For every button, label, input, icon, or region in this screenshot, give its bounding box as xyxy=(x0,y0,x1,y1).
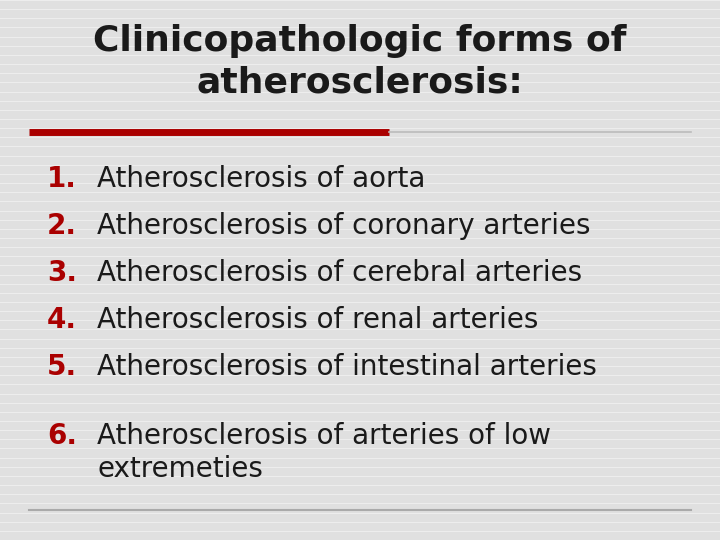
Text: Atherosclerosis of renal arteries: Atherosclerosis of renal arteries xyxy=(97,306,539,334)
Text: Atherosclerosis of cerebral arteries: Atherosclerosis of cerebral arteries xyxy=(97,259,582,287)
Text: 4.: 4. xyxy=(47,306,77,334)
Text: Clinicopathologic forms of
atherosclerosis:: Clinicopathologic forms of atheroscleros… xyxy=(94,24,626,99)
Text: Atherosclerosis of coronary arteries: Atherosclerosis of coronary arteries xyxy=(97,212,590,240)
Text: 5.: 5. xyxy=(47,353,77,381)
Text: 1.: 1. xyxy=(47,165,76,193)
Text: Atherosclerosis of arteries of low
extremeties: Atherosclerosis of arteries of low extre… xyxy=(97,422,552,483)
Text: 3.: 3. xyxy=(47,259,77,287)
Text: 2.: 2. xyxy=(47,212,77,240)
Text: Atherosclerosis of aorta: Atherosclerosis of aorta xyxy=(97,165,426,193)
Text: Atherosclerosis of intestinal arteries: Atherosclerosis of intestinal arteries xyxy=(97,353,597,381)
Text: 6.: 6. xyxy=(47,422,77,450)
